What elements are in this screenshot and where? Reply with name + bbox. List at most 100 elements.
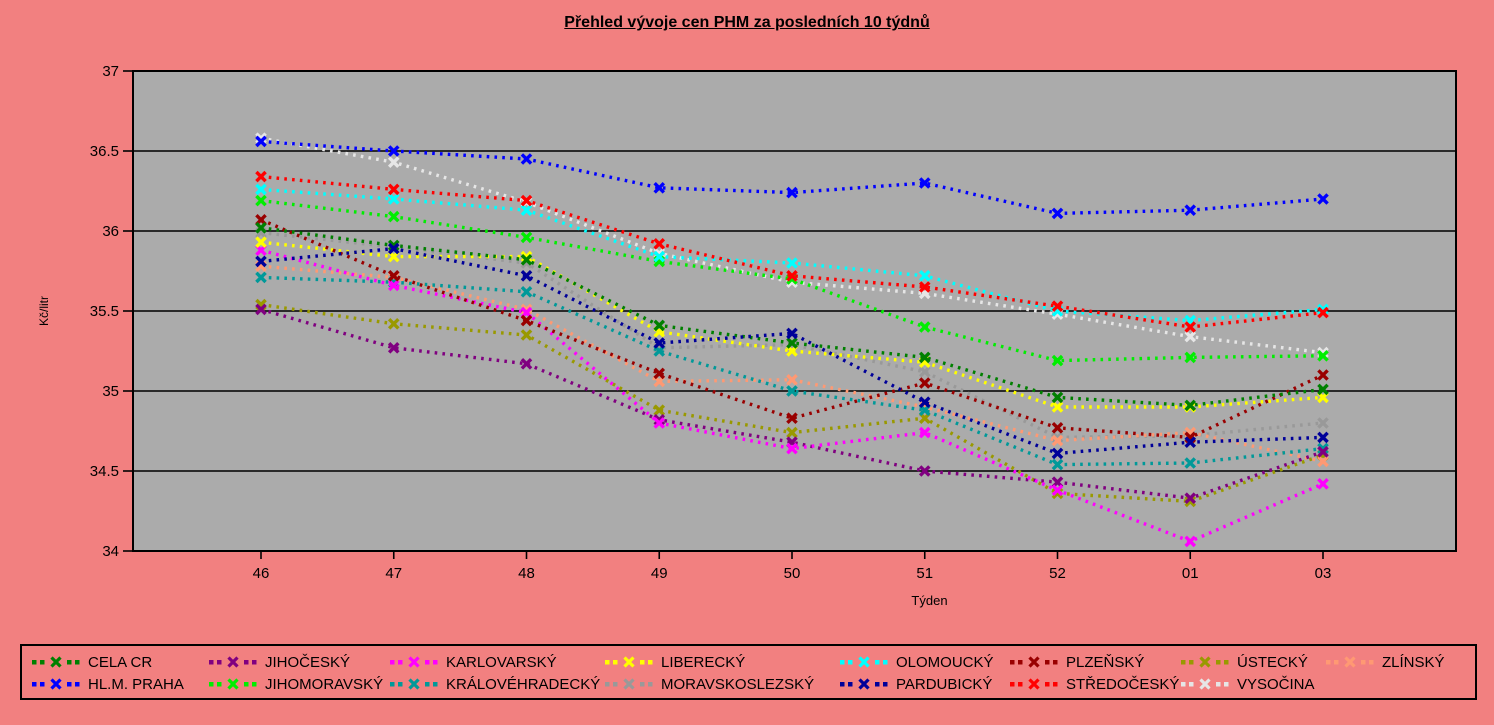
data-point-x-marker [653,337,666,349]
data-point-x-marker [520,303,533,316]
y-tick-label: 34 [102,543,119,560]
legend-label: HL.M. PRAHA [88,675,184,693]
legend-label: PARDUBICKÝ [896,675,993,693]
series-line [260,136,1324,355]
data-point-x-marker [387,239,400,252]
data-point-x-marker [786,412,798,425]
legend-item-moravskoslezsky: MORAVSKOSLEZSKÝ [605,674,814,694]
data-point-x-marker [1051,207,1064,220]
data-point-x-marker [786,442,798,455]
data-point-x-marker [653,237,666,250]
data-point-x-marker [255,132,267,145]
data-point-x-marker [1317,477,1329,490]
data-point-x-marker [918,269,931,282]
x-tick-label: 52 [1049,565,1066,582]
x-tick-label: 01 [1182,565,1199,582]
data-point-x-marker [255,194,267,207]
data-point-x-marker [255,303,267,316]
data-point-x-marker [918,377,931,389]
legend-label: ÚSTECKÝ [1237,653,1308,671]
data-point-x-marker [653,181,666,194]
data-point-x-marker [520,153,533,165]
data-point-x-marker [786,269,798,282]
data-point-x-marker [1317,306,1329,319]
legend-item-olomoucky: OLOMOUCKÝ [840,652,994,672]
legend-item-jihomoravsky: JIHOMORAVSKÝ [209,674,383,694]
data-point-x-marker [1317,442,1329,455]
data-point-x-marker [1051,300,1064,313]
data-point-x-marker [520,357,533,370]
series-line [260,240,1324,409]
data-point-x-marker [255,255,267,268]
legend-item-plzen-sky: PLZEŇSKÝ [1010,652,1144,672]
legend-series-marker-icon [1326,656,1374,668]
legend-series-marker-icon [390,656,438,668]
data-point-x-marker [255,170,267,183]
legend-item-jihoc-esky: JIHOČESKÝ [209,652,350,672]
legend-label: LIBERECKÝ [661,653,746,671]
data-point-x-marker [1184,321,1197,333]
y-tick-label: 36 [102,223,119,240]
data-point-x-marker [1317,369,1329,381]
legend-series-marker-icon [32,678,80,690]
legend-label: STŘEDOČESKÝ [1066,675,1180,693]
x-tick-label: 51 [916,565,933,582]
legend-item-pardubicky: PARDUBICKÝ [840,674,992,694]
data-point-x-marker [520,285,533,298]
data-point-x-marker [1317,349,1329,362]
y-tick-label: 36.5 [90,143,119,160]
data-point-x-marker [387,210,400,223]
x-tick-label: 50 [784,565,801,582]
legend-series-marker-icon [209,678,257,690]
legend-series-marker-icon [32,656,80,668]
data-point-x-marker [520,269,533,282]
data-point-x-marker [1051,447,1064,460]
y-tick-label: 35.5 [90,303,119,320]
legend-series-marker-icon [840,656,888,668]
legend-series-marker-icon [1010,656,1058,668]
data-point-x-marker [918,321,931,333]
legend-item-liberecky: LIBERECKÝ [605,652,745,672]
data-point-x-marker [786,186,798,199]
data-point-x-marker [520,314,533,327]
data-point-x-marker [653,404,666,417]
data-point-x-marker [918,396,931,409]
data-point-x-marker [387,183,400,196]
x-tick-label: 49 [651,565,668,582]
series-line [260,264,1324,464]
legend-series-marker-icon [1181,678,1229,690]
data-point-x-marker [786,426,798,439]
data-point-x-marker [520,204,533,217]
legend-item-u-stecky: ÚSTECKÝ [1181,652,1308,672]
data-point-x-marker [1051,487,1064,500]
legend-series-marker-icon [1181,656,1229,668]
legend-item-karlovarsky: KARLOVARSKÝ [390,652,557,672]
data-point-x-marker [520,231,533,244]
data-point-x-marker [1317,455,1329,468]
data-point-x-marker [387,341,400,354]
legend-label: PLZEŇSKÝ [1066,653,1145,671]
data-point-x-marker [1184,436,1197,449]
data-point-x-marker [1184,330,1197,343]
legend-series-marker-icon [390,678,438,690]
data-point-x-marker [1184,457,1197,469]
y-tick-label: 37 [102,63,119,80]
data-point-x-marker [918,426,931,439]
y-tick-label: 34.5 [90,463,119,480]
data-point-x-marker [1051,401,1064,413]
legend-item-zli-nsky: ZLÍNSKÝ [1326,652,1445,672]
data-point-x-marker [1184,399,1197,412]
legend-item-str-edoc-esky: STŘEDOČESKÝ [1010,674,1179,694]
legend-label: KRÁLOVÉHRADECKÝ [446,675,601,693]
data-point-x-marker [520,194,533,207]
data-point-x-marker [786,373,798,386]
y-axis-title: Kč/litr [37,296,51,326]
data-point-x-marker [653,319,666,332]
data-point-x-marker [1317,445,1329,458]
data-point-x-marker [1051,354,1064,367]
data-point-x-marker [387,145,400,157]
legend-label: MORAVSKOSLEZSKÝ [661,675,815,693]
data-point-x-marker [520,329,533,341]
